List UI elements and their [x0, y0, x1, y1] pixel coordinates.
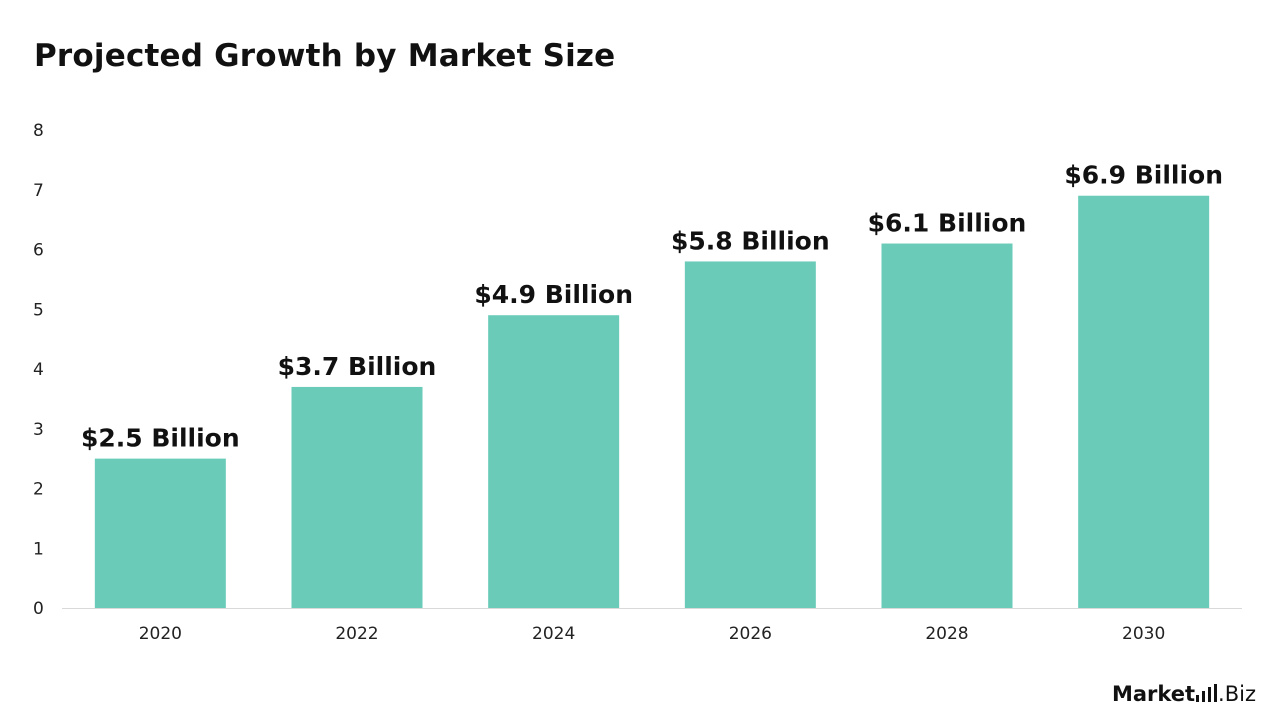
chart-title: Projected Growth by Market Size	[34, 38, 616, 74]
bar-2028	[881, 243, 1013, 608]
bars	[94, 195, 1210, 608]
x-tick-label-2020: 2020	[139, 624, 182, 644]
x-tick-label-2026: 2026	[729, 624, 772, 644]
bar-2030	[1078, 195, 1210, 608]
x-axis-ticks: 2020 2022 2024 2026 2028 2030	[139, 624, 1166, 644]
data-label-2024: $4.9 Billion	[474, 280, 633, 309]
data-label-2028: $6.1 Billion	[868, 209, 1027, 238]
y-tick-label: 0	[33, 599, 44, 619]
bar-2026	[684, 261, 816, 608]
data-label-2030: $6.9 Billion	[1064, 161, 1223, 190]
data-labels: $2.5 Billion $3.7 Billion $4.9 Billion $5.8…	[81, 161, 1223, 453]
bar-2022	[291, 386, 423, 608]
x-tick-label-2030: 2030	[1122, 624, 1165, 644]
y-tick-label: 2	[33, 480, 44, 500]
data-label-2022: $3.7 Billion	[278, 352, 437, 381]
x-tick-label-2022: 2022	[335, 624, 378, 644]
brand-logo: Market .Biz	[1112, 682, 1256, 706]
brand-name: Market	[1111, 682, 1196, 706]
x-tick-label-2024: 2024	[532, 624, 575, 644]
x-tick-label-2028: 2028	[925, 624, 968, 644]
y-tick-label: 5	[33, 300, 44, 320]
bar-chart-icon	[1196, 684, 1218, 702]
y-tick-label: 7	[33, 181, 44, 201]
y-tick-label: 3	[33, 420, 44, 440]
y-tick-label: 4	[33, 360, 44, 380]
brand-suffix: .Biz	[1218, 682, 1256, 706]
y-tick-label: 1	[33, 539, 44, 559]
data-label-2026: $5.8 Billion	[671, 226, 830, 255]
bar-2024	[488, 315, 620, 608]
y-tick-label: 8	[33, 121, 44, 141]
y-axis-ticks: 0 1 2 3 4 5 6 7 8	[33, 121, 44, 619]
y-tick-label: 6	[33, 241, 44, 261]
data-label-2020: $2.5 Billion	[81, 424, 240, 453]
bar-2020	[94, 458, 226, 608]
